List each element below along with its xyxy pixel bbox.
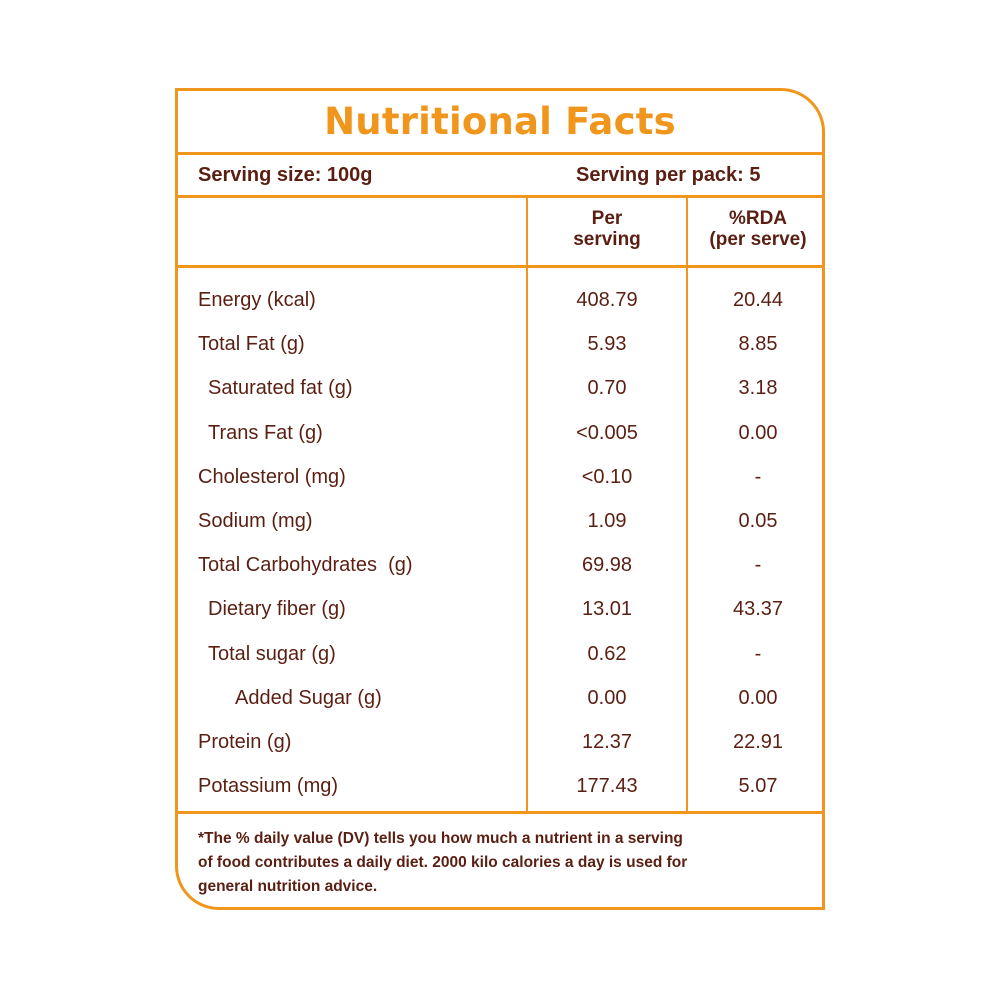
per-serving-value: 408.79 [576,289,638,311]
per-serving-value: 0.00 [587,686,627,709]
per-serving-value: 69.98 [581,554,633,577]
nutrient-name: Total Carbohydrates (g) [198,554,413,577]
nutrient-name: Cholesterol (mg) [198,465,346,488]
table-row: Sodium (mg) 1.09 0.05 [178,499,822,543]
table-row: Added Sugar (g) 0.00 0.00 [178,676,822,720]
rda-value: 0.00 [738,686,778,709]
nutrient-name: Energy (kcal) [198,289,316,311]
per-serving-value: 177.43 [576,775,638,798]
rda-value: 8.85 [738,333,778,356]
column-divider [526,198,528,811]
column-header-per-serving-line1: Per [591,208,623,229]
column-header-rda-line2: (per serve) [709,229,807,250]
panel-title: Nutritional Facts [324,100,676,143]
nutrient-name: Sodium (mg) [198,509,313,532]
nutrient-name: Total Fat (g) [198,333,305,356]
rda-value: - [754,554,762,577]
column-header-per-serving-line2: serving [573,229,641,250]
nutrient-name: Potassium (mg) [198,775,339,798]
table-row: Protein (g) 12.37 22.91 [178,720,822,764]
column-header-per-serving: Per serving [528,208,686,250]
nutrient-name: Added Sugar (g) [235,686,382,709]
title-row: Nutritional Facts [178,91,822,155]
table-row: Total Carbohydrates (g) 69.98 - [178,543,822,587]
serving-size: Serving size: 100g [198,164,373,186]
per-serving-value: 5.93 [587,333,627,356]
rda-value: - [754,465,762,488]
per-serving-value: 1.09 [587,509,627,532]
nutrition-facts-panel: Nutritional Facts Serving size: 100g Ser… [175,88,825,910]
footnote-line: *The % daily value (DV) tells you how mu… [198,830,683,847]
rda-value: 20.44 [732,289,784,311]
rda-value: 43.37 [732,598,784,621]
per-serving-value: <0.005 [576,421,638,444]
rda-value: 0.05 [738,509,778,532]
rda-value: 3.18 [738,377,778,400]
per-serving-value: 0.70 [587,377,627,400]
rda-value: - [754,642,762,665]
per-serving-value: 12.37 [581,730,633,753]
serving-row: Serving size: 100g Serving per pack: 5 [178,155,822,198]
per-serving-value: <0.10 [581,465,633,488]
nutrient-name: Saturated fat (g) [208,377,353,400]
nutrient-name: Dietary fiber (g) [208,598,346,621]
rda-value: 22.91 [732,730,784,753]
column-divider [686,198,688,811]
table-row: Dietary fiber (g) 13.01 43.37 [178,587,822,631]
footnote-line: of food contributes a daily diet. 2000 k… [198,854,688,871]
nutrient-name: Trans Fat (g) [208,421,323,444]
nutrient-name: Protein (g) [198,730,292,753]
per-serving-value: 0.62 [587,642,627,665]
column-header-rda: %RDA (per serve) [688,208,822,250]
footnote: *The % daily value (DV) tells you how mu… [198,827,798,899]
nutrient-table-body: Energy (kcal) 408.79 20.44 Total Fat (g)… [178,278,822,808]
table-row: Potassium (mg) 177.43 5.07 [178,764,822,808]
rda-value: 0.00 [738,421,778,444]
table-row: Cholesterol (mg) <0.10 - [178,455,822,499]
table-row: Trans Fat (g) <0.005 0.00 [178,411,822,455]
servings-per-pack: Serving per pack: 5 [576,164,761,186]
footnote-line: general nutrition advice. [198,878,378,895]
table-row: Total Fat (g) 5.93 8.85 [178,322,822,366]
footnote-divider [178,811,822,814]
table-row: Saturated fat (g) 0.70 3.18 [178,366,822,410]
column-header-row: Per serving %RDA (per serve) [178,198,822,268]
column-header-rda-line1: %RDA [728,208,788,229]
table-row: Energy (kcal) 408.79 20.44 [178,278,822,322]
nutrient-name: Total sugar (g) [208,642,336,665]
rda-value: 5.07 [738,775,778,798]
table-row: Total sugar (g) 0.62 - [178,632,822,676]
per-serving-value: 13.01 [581,598,633,621]
